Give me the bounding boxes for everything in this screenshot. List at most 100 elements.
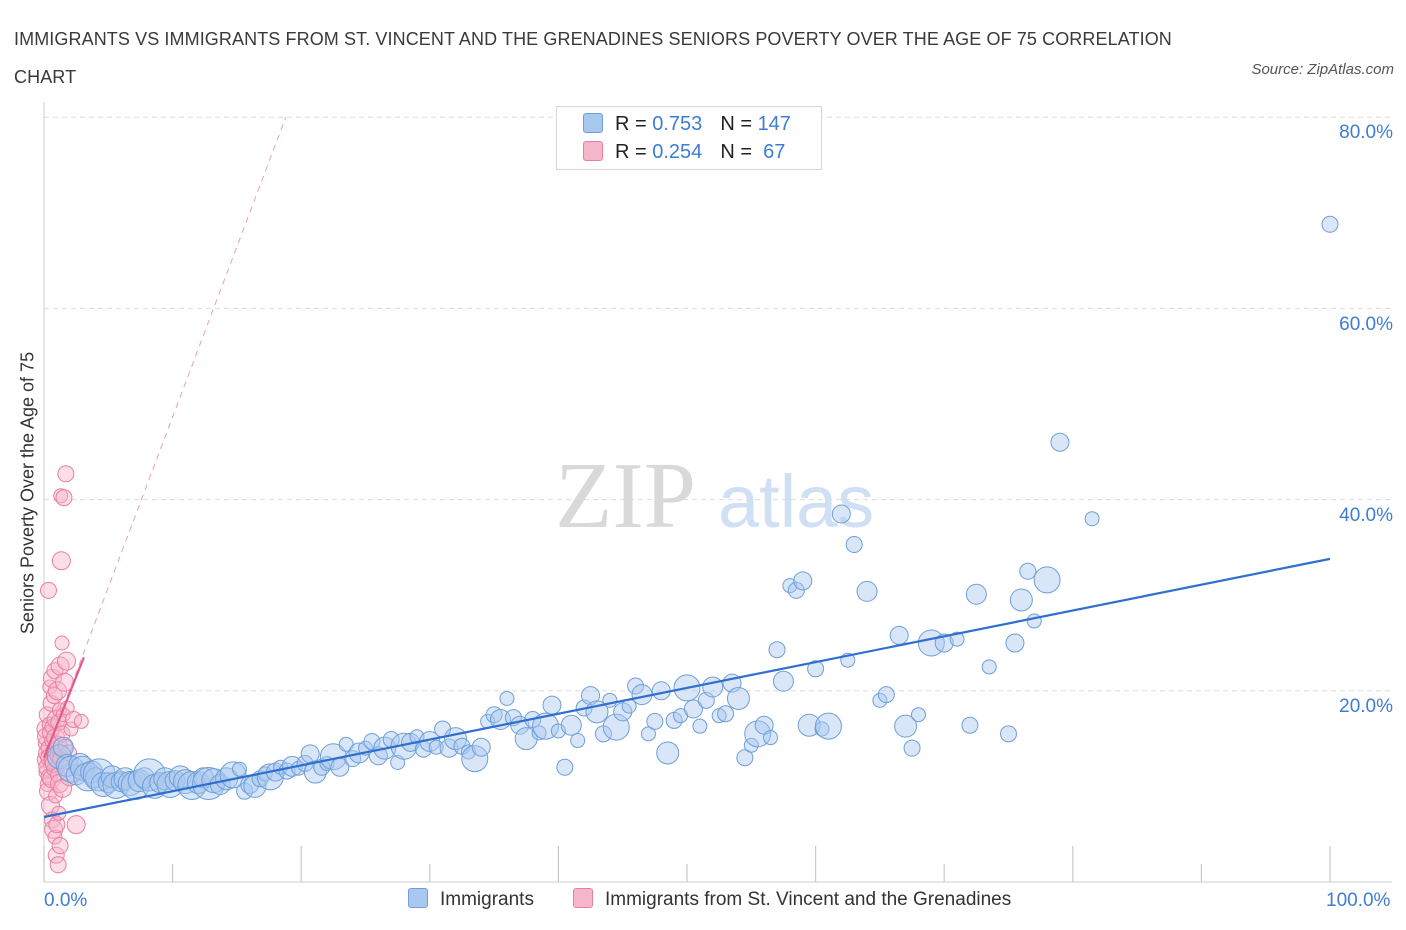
point-svg (47, 829, 63, 845)
watermark: ZIP atlas (555, 444, 874, 548)
point-immigrants (683, 699, 703, 719)
point-immigrants (499, 690, 515, 706)
point-svg (51, 837, 69, 855)
trend-extension-svg (43, 117, 287, 758)
legend-row-immigrants: R = 0.753 N = 147 (583, 113, 791, 139)
series-points-svg (36, 465, 89, 874)
legend-n-label: N = (720, 113, 758, 135)
bottom-legend-label-svg: Immigrants from St. Vincent and the Gren… (605, 889, 1012, 910)
point-immigrants (814, 721, 830, 737)
legend-n-label: N = (720, 141, 758, 163)
point-immigrants (428, 739, 444, 755)
point-immigrants (856, 580, 878, 602)
point-immigrants (1033, 566, 1061, 594)
point-svg (48, 816, 66, 834)
grid-lines (44, 116, 1392, 692)
point-svg (73, 713, 89, 729)
point-immigrants (845, 536, 863, 554)
point-immigrants (814, 712, 842, 740)
bottom-legend-label-immigrants: Immigrants (440, 889, 534, 910)
point-immigrants (581, 686, 601, 706)
point-immigrants (702, 676, 724, 698)
point-immigrants (52, 736, 74, 758)
legend-r-label: R = (615, 113, 653, 135)
point-immigrants (627, 677, 645, 695)
point-immigrants (656, 741, 680, 765)
watermark-atlas: atlas (718, 460, 874, 543)
point-immigrants (439, 738, 459, 758)
point-immigrants (872, 692, 888, 708)
point-immigrants (300, 744, 320, 764)
y-axis-label: Seniors Poverty Over the Age of 75 (17, 351, 38, 635)
point-immigrants (461, 745, 489, 773)
bottom-legend-swatch-immigrants (408, 888, 428, 908)
point-immigrants (934, 633, 954, 653)
point-svg (40, 581, 58, 599)
point-immigrants (1005, 633, 1025, 653)
x-tick-label-0: 0.0% (44, 890, 88, 911)
point-immigrants (531, 725, 547, 741)
legend-row-svg: R = 0.254 N = 67 (583, 141, 785, 167)
point-immigrants (877, 686, 895, 704)
point-immigrants (894, 714, 918, 738)
y-tick-label-80: 80.0% (1339, 122, 1393, 143)
point-immigrants (889, 625, 909, 645)
watermark-zip: ZIP (555, 444, 696, 548)
point-svg (51, 551, 71, 571)
legend-swatch-svg (583, 141, 603, 161)
point-immigrants (981, 659, 997, 675)
point-immigrants (797, 713, 821, 737)
point-svg (63, 721, 79, 737)
series-points-immigrants (46, 215, 1339, 801)
point-immigrants (1026, 613, 1042, 629)
point-immigrants (1019, 562, 1037, 580)
legend-n-value-immigrants: 147 (757, 113, 791, 135)
point-immigrants (763, 730, 779, 746)
point-immigrants (1321, 215, 1339, 233)
point-svg (66, 815, 86, 835)
x-tick-label-100: 100.0% (1326, 890, 1391, 911)
point-immigrants (726, 686, 750, 710)
point-immigrants (961, 716, 979, 734)
trend-line-immigrants (43, 557, 1331, 819)
bottom-legend-immigrants: Immigrants (408, 888, 534, 911)
point-immigrants (807, 660, 825, 678)
point-immigrants (1009, 588, 1033, 612)
point-immigrants (231, 761, 247, 777)
point-immigrants (471, 737, 491, 757)
point-immigrants (1050, 432, 1070, 452)
point-svg (57, 651, 77, 671)
point-immigrants (965, 583, 987, 605)
trend-lines (42, 557, 1331, 819)
point-immigrants (556, 758, 574, 776)
y-tick-label-60: 60.0% (1339, 314, 1393, 335)
point-immigrants (949, 631, 965, 647)
point-immigrants (772, 670, 794, 692)
correlation-legend: R = 0.753 N = 147 R = 0.254 N = 67 (556, 106, 822, 170)
bottom-legend-swatch-svg (573, 888, 593, 908)
y-tick-label-20: 20.0% (1339, 696, 1393, 717)
legend-n-value-svg: 67 (757, 141, 786, 163)
point-immigrants (1000, 725, 1017, 743)
point-immigrants (646, 712, 664, 730)
point-immigrants (542, 695, 562, 715)
point-svg (40, 796, 60, 816)
point-immigrants (768, 641, 786, 659)
bottom-legend-svg: Immigrants from St. Vincent and the Gren… (573, 888, 1011, 911)
trend-extension (43, 117, 287, 758)
legend-r-label: R = (615, 141, 653, 163)
point-svg (39, 781, 59, 801)
point-immigrants (793, 571, 813, 591)
point-immigrants (692, 718, 708, 734)
source-label: Source: ZipAtlas.com (1251, 61, 1394, 78)
point-immigrants (787, 581, 805, 599)
point-svg (49, 856, 67, 874)
point-svg (53, 488, 69, 504)
axes (43, 102, 1392, 883)
point-immigrants (910, 707, 926, 723)
legend-swatch-immigrants (583, 113, 603, 133)
point-immigrants (1084, 511, 1100, 527)
y-tick-label-40: 40.0% (1339, 505, 1393, 526)
point-immigrants (903, 739, 921, 757)
